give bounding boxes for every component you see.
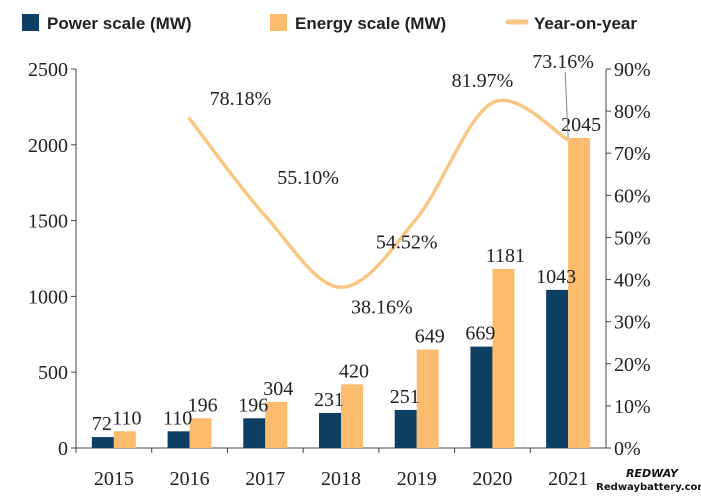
bar-label-energy: 649 (415, 326, 445, 348)
yoy-leader-line (564, 71, 569, 138)
yoy-line-path (187, 98, 570, 290)
bar-power (91, 437, 114, 448)
bar-energy (189, 418, 212, 448)
bar-label-energy: 1181 (486, 245, 525, 267)
bar-power (394, 409, 417, 448)
bar-label-power: 1043 (536, 266, 576, 288)
bar-energy (113, 431, 136, 448)
yoy-label: 38.16% (351, 296, 413, 318)
right-tick-label: 70% (614, 143, 651, 165)
right-tick-label: 30% (614, 312, 651, 334)
bar-power (167, 431, 190, 448)
right-tick-label: 80% (614, 101, 651, 123)
left-tick-label: 0 (58, 438, 68, 460)
yoy-labels: 78.18% 55.10% 38.16% 54.52% 81.97% 73.16% (210, 51, 594, 318)
bar-energy (568, 137, 591, 448)
bar-energy (492, 268, 515, 448)
bar-energy (416, 349, 439, 448)
legend: Power scale (MW) Energy scale (MW) Year-… (22, 14, 637, 33)
right-tick-label: 60% (614, 185, 651, 207)
right-tick-label: 0% (614, 438, 641, 460)
left-tick-label: 2500 (28, 59, 68, 81)
left-tick-label: 1500 (28, 211, 68, 233)
right-tick-label: 10% (614, 396, 651, 418)
yoy-label: 81.97% (452, 70, 514, 92)
right-axis-ticks: 0% 10% 20% 30% 40% 50% 60% 70% 80% 90% (606, 59, 651, 460)
bar-power (243, 418, 266, 448)
yoy-label: 78.18% (210, 88, 272, 110)
bar-energy (341, 384, 363, 448)
yoy-label: 55.10% (277, 167, 339, 189)
yoy-line (187, 98, 570, 290)
bar-label-power: 251 (390, 386, 420, 408)
bars (91, 137, 591, 448)
legend-swatch-power (22, 14, 39, 31)
x-tick-label: 2017 (245, 468, 285, 490)
bar-label-energy: 2045 (561, 114, 601, 136)
legend-label-power: Power scale (MW) (47, 14, 192, 33)
x-tick-label: 2021 (548, 468, 588, 490)
bar-power (470, 346, 493, 448)
bar-label-power: 110 (163, 407, 192, 429)
watermark-site: Redwaybattery.com (596, 482, 701, 493)
right-tick-label: 20% (614, 354, 651, 376)
bar-label-power: 231 (314, 389, 344, 411)
right-tick-label: 90% (614, 59, 651, 81)
watermark: REDWAY Redwaybattery.com (596, 467, 701, 493)
left-tick-label: 2000 (28, 135, 68, 157)
right-tick-label: 40% (614, 270, 651, 292)
watermark-brand: REDWAY (626, 467, 679, 480)
x-tick-label: 2019 (397, 468, 437, 490)
bar-power (319, 412, 341, 448)
bar-power (546, 289, 569, 448)
x-axis-ticks: 2015 2016 2017 2018 2019 2020 2021 (75, 448, 588, 490)
bar-label-power: 669 (465, 323, 495, 345)
x-tick-label: 2018 (321, 468, 361, 490)
bar-label-energy: 420 (339, 360, 369, 382)
left-tick-label: 500 (38, 362, 68, 384)
bar-energy (265, 401, 288, 448)
left-tick-label: 1000 (28, 286, 68, 308)
bar-label-energy: 304 (263, 378, 293, 400)
x-tick-label: 2016 (170, 468, 210, 490)
left-axis-ticks: 0 500 1000 1500 2000 2500 (28, 59, 76, 460)
right-tick-label: 50% (614, 227, 651, 249)
bar-label-power: 72 (92, 413, 112, 435)
x-tick-label: 2020 (472, 468, 512, 490)
bar-label-power: 196 (238, 394, 268, 416)
yoy-label: 73.16% (532, 51, 594, 73)
legend-label-yoy: Year-on-year (534, 14, 637, 33)
x-tick-label: 2015 (94, 468, 134, 490)
yoy-label: 54.52% (376, 231, 438, 253)
legend-swatch-energy (270, 14, 287, 31)
legend-label-energy: Energy scale (MW) (295, 14, 446, 33)
bar-label-energy: 196 (188, 394, 218, 416)
bar-label-energy: 110 (112, 407, 141, 429)
